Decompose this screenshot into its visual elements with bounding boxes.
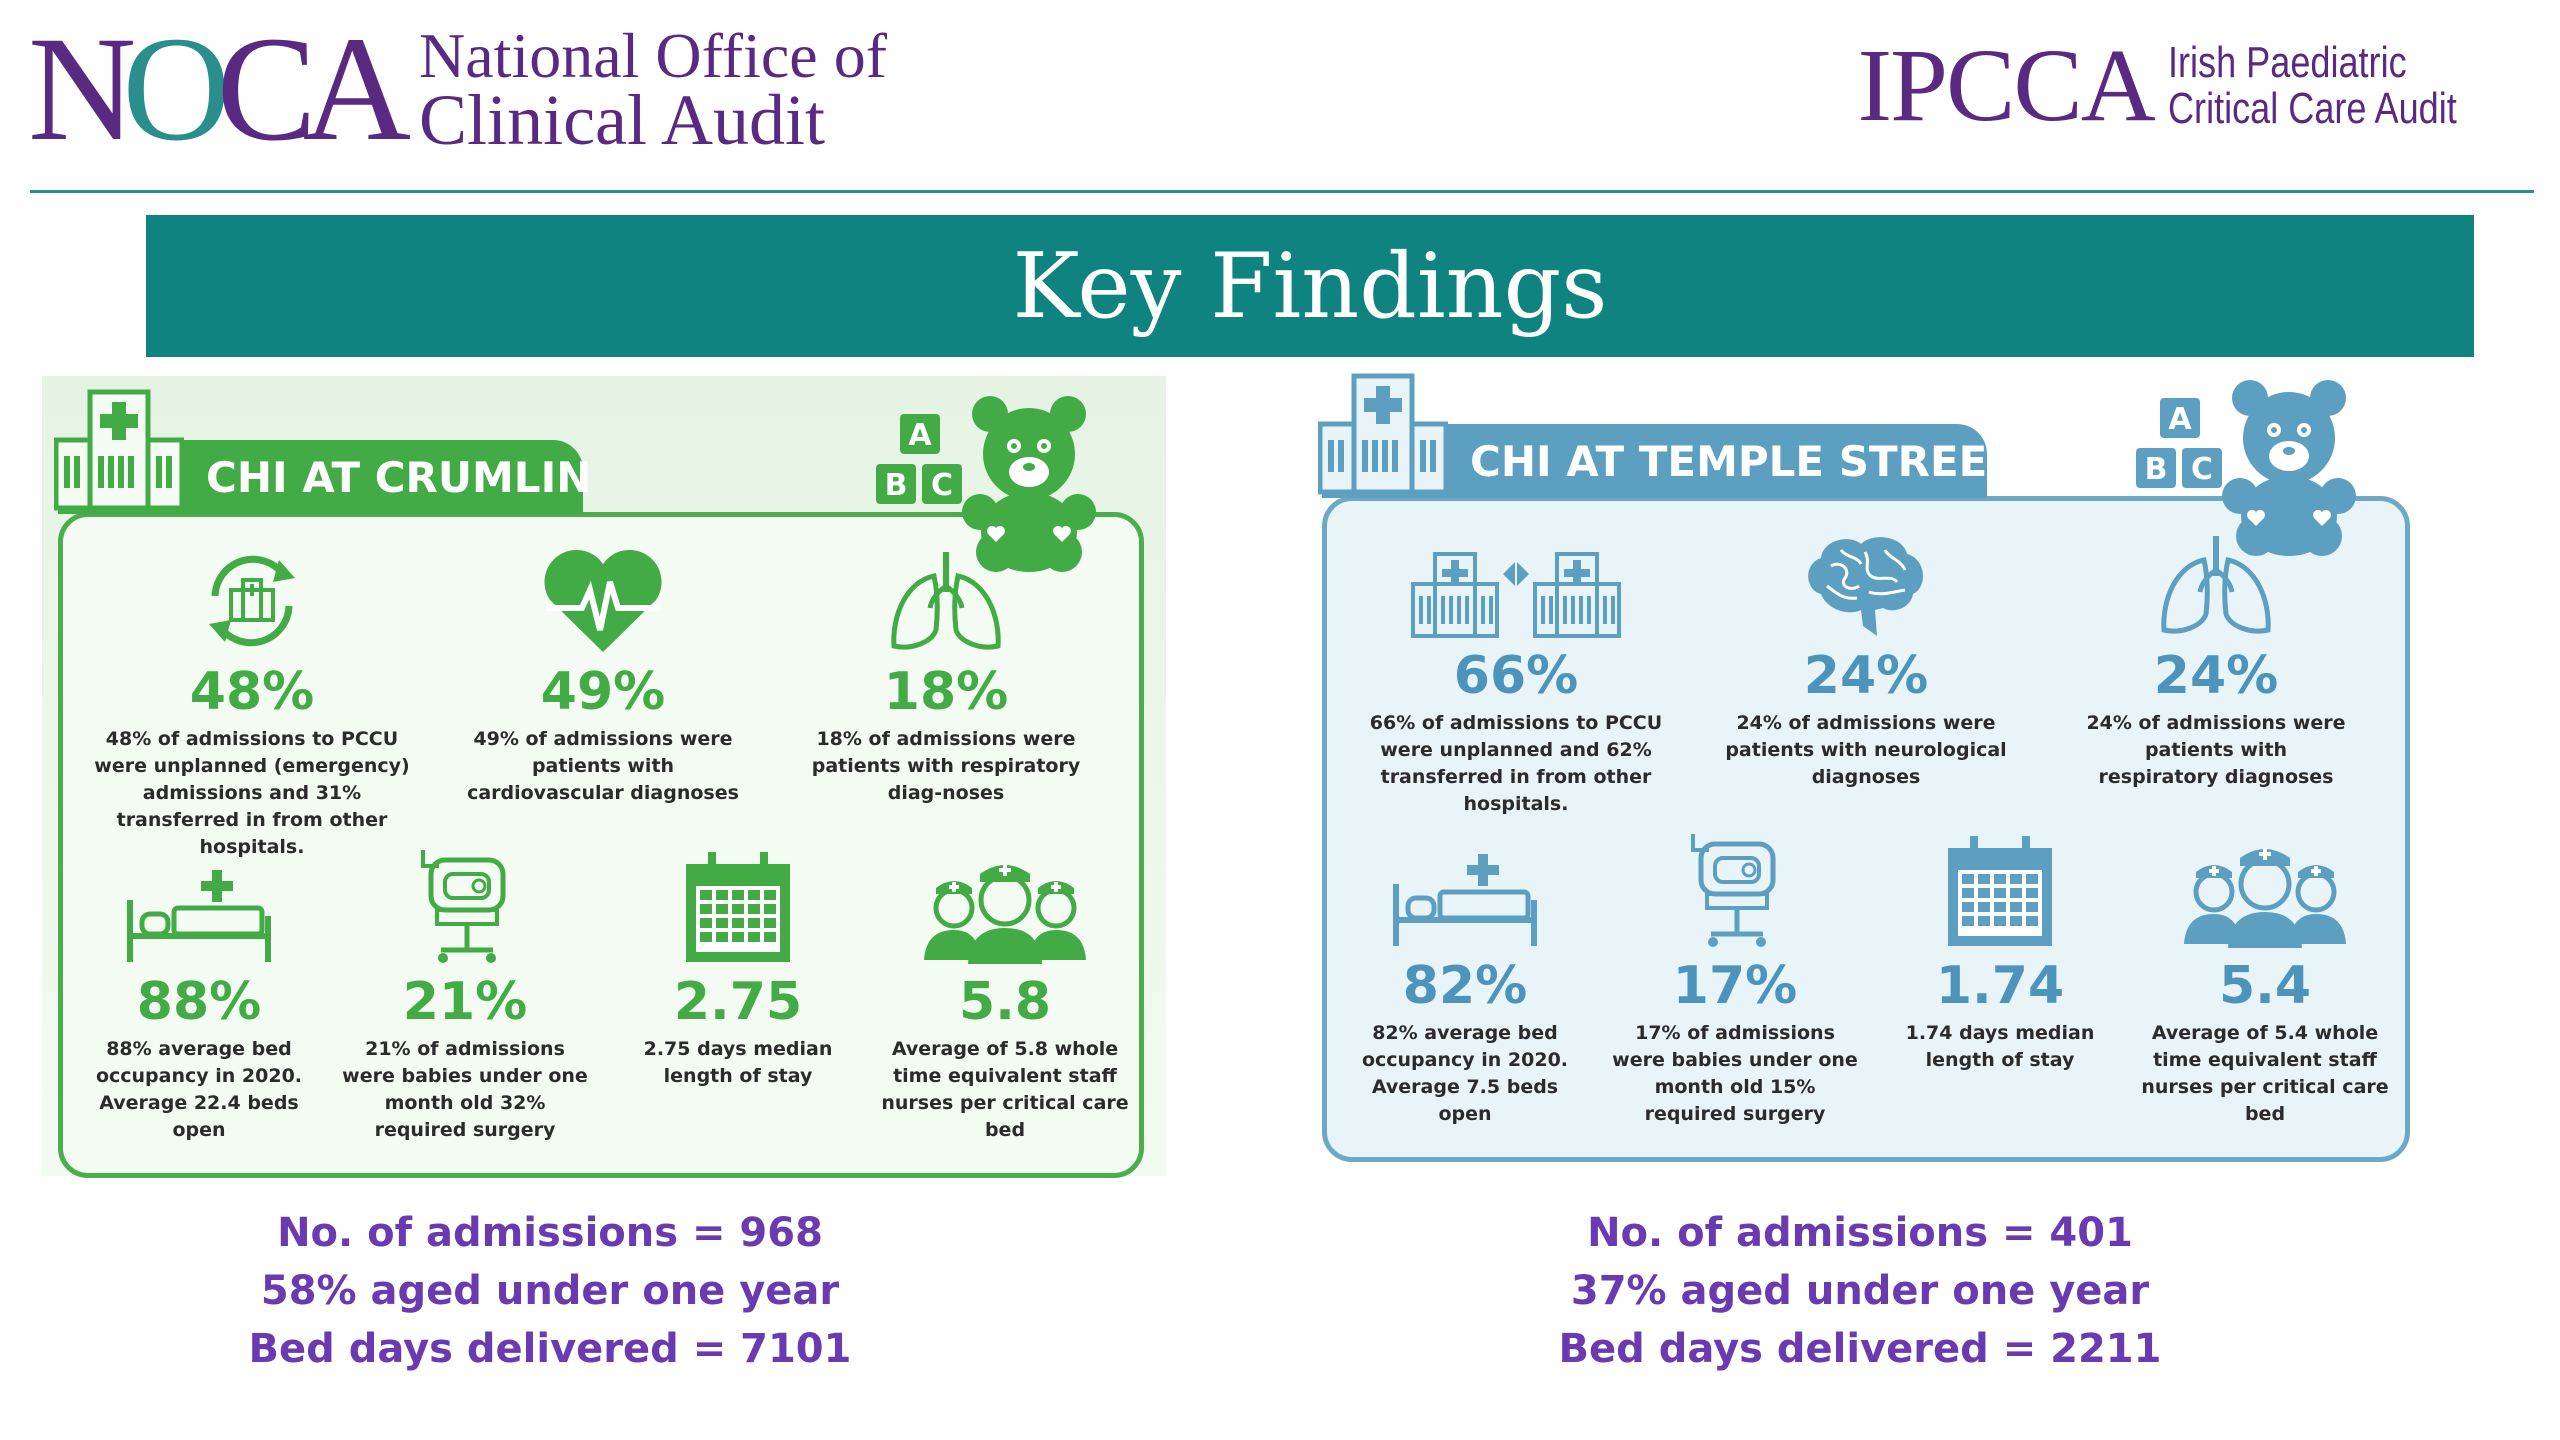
summary-admissions: No. of admissions = 401 <box>1587 1210 2133 1256</box>
noca-line-1: National Office of <box>419 20 887 91</box>
stat-value: 1.74 <box>1935 956 2065 1016</box>
crumlin-stat-babies: 21% 21% of admissions were babies under … <box>340 846 590 1144</box>
lungs-icon <box>886 546 1006 656</box>
svg-text:A: A <box>2168 402 2192 437</box>
stat-value: 88% <box>136 972 262 1032</box>
ipcca-logo-mark: IPCCA <box>1857 28 2156 143</box>
stat-value: 24% <box>1803 646 1929 706</box>
brain-icon <box>1801 530 1931 640</box>
incubator-icon <box>415 846 515 966</box>
nurses-icon <box>920 846 1090 966</box>
summary-bed-days: Bed days delivered = 2211 <box>1558 1326 2162 1372</box>
svg-text:B: B <box>885 468 908 503</box>
heart-icon <box>538 546 668 656</box>
stat-value: 21% <box>402 972 528 1032</box>
summary-bed-days: Bed days delivered = 7101 <box>248 1326 852 1372</box>
stat-description: 24% of admissions were patients with res… <box>2086 712 2346 788</box>
calendar-icon <box>1944 830 2056 950</box>
stat-description: 88% average bed occupancy in 2020. Avera… <box>95 1038 303 1141</box>
ipcca-logo-text: Irish Paediatric Critical Care Audit <box>2168 40 2520 132</box>
lungs-icon <box>2156 530 2276 640</box>
key-findings-banner: Key Findings <box>146 215 2474 357</box>
page-title: Key Findings <box>1012 233 1608 339</box>
temple-summary: No. of admissions = 401 37% aged under o… <box>1510 1204 2210 1378</box>
temple-stat-unplanned: 66% 66% of admissions to PCCU were unpla… <box>1366 530 1666 818</box>
temple-stat-respiratory: 24% 24% of admissions were patients with… <box>2086 530 2346 791</box>
noca-logo-text: National Office of Clinical Audit <box>419 20 887 160</box>
crumlin-stat-cardiovascular: 49% 49% of admissions were patients with… <box>458 546 748 807</box>
ipcca-logo: IPCCA Irish Paediatric Critical Care Aud… <box>1858 34 2520 138</box>
noca-line-2: Clinical Audit <box>419 80 826 160</box>
summary-admissions: No. of admissions = 968 <box>277 1210 823 1256</box>
stat-description: 18% of admissions were patients with res… <box>811 728 1081 804</box>
temple-tab-label: CHI AT TEMPLE STREET <box>1470 436 2016 486</box>
calendar-icon <box>682 846 794 966</box>
incubator-icon <box>1685 830 1785 950</box>
stat-description: 82% average bed occupancy in 2020. Avera… <box>1361 1022 1569 1125</box>
crumlin-summary: No. of admissions = 968 58% aged under o… <box>200 1204 900 1378</box>
stat-value: 5.4 <box>2218 956 2312 1016</box>
stat-value: 48% <box>189 662 315 722</box>
stat-value: 5.8 <box>958 972 1052 1032</box>
hospital-transfer-icon <box>197 546 307 656</box>
stat-description: 24% of admissions were patients with neu… <box>1725 712 2007 788</box>
temple-stat-nurses: 5.4 Average of 5.4 whole time equivalent… <box>2140 830 2390 1128</box>
crumlin-stat-respiratory: 18% 18% of admissions were patients with… <box>786 546 1106 807</box>
stat-value: 18% <box>883 662 1009 722</box>
stat-value: 66% <box>1453 646 1579 706</box>
stat-value: 82% <box>1402 956 1528 1016</box>
temple-stat-babies: 17% 17% of admissions were babies under … <box>1610 830 1860 1128</box>
stat-description: 17% of admissions were babies under one … <box>1612 1022 1858 1125</box>
crumlin-stat-length-of-stay: 2.75 2.75 days median length of stay <box>628 846 848 1090</box>
stat-value: 17% <box>1672 956 1798 1016</box>
stat-description: 48% of admissions to PCCU were unplanned… <box>94 728 410 858</box>
noca-logo-mark: N O CA <box>28 6 411 172</box>
hospital-transfer-icon <box>1409 530 1623 640</box>
nurses-icon <box>2180 830 2350 950</box>
stat-description: Average of 5.8 whole time equivalent sta… <box>881 1038 1129 1141</box>
ipcca-line-2: Critical Care Audit <box>2167 84 2457 133</box>
stat-description: 49% of admissions were patients with car… <box>467 728 739 804</box>
svg-text:A: A <box>908 418 932 453</box>
bed-icon <box>124 856 274 966</box>
bed-icon <box>1390 840 1540 950</box>
stat-description: 2.75 days median length of stay <box>643 1038 833 1087</box>
crumlin-stat-nurses: 5.8 Average of 5.8 whole time equivalent… <box>880 846 1130 1144</box>
summary-age: 37% aged under one year <box>1570 1268 2150 1314</box>
noca-logo: N O CA National Office of Clinical Audit <box>28 14 887 164</box>
crumlin-stat-bed-occupancy: 88% 88% average bed occupancy in 2020. A… <box>84 856 314 1144</box>
stat-description: 21% of admissions were babies under one … <box>342 1038 588 1141</box>
crumlin-tab-label: CHI AT CRUMLIN <box>206 452 592 502</box>
temple-stat-bed-occupancy: 82% 82% average bed occupancy in 2020. A… <box>1350 840 1580 1128</box>
crumlin-stat-unplanned: 48% 48% of admissions to PCCU were unpla… <box>92 546 412 861</box>
hospital-building-icon <box>1317 372 1449 501</box>
ipcca-line-1: Irish Paediatric <box>2167 38 2407 87</box>
stat-description: 1.74 days median length of stay <box>1905 1022 2095 1071</box>
stat-description: 66% of admissions to PCCU were unplanned… <box>1369 712 1663 815</box>
stat-value: 2.75 <box>673 972 803 1032</box>
temple-stat-neurological: 24% 24% of admissions were patients with… <box>1716 530 2016 791</box>
svg-text:C: C <box>931 468 953 503</box>
hospital-building-icon <box>53 388 185 517</box>
temple-stat-length-of-stay: 1.74 1.74 days median length of stay <box>1890 830 2110 1074</box>
stat-value: 24% <box>2153 646 2279 706</box>
stat-description: Average of 5.4 whole time equivalent sta… <box>2141 1022 2389 1125</box>
svg-text:C: C <box>2191 452 2213 487</box>
header-divider <box>30 190 2534 193</box>
summary-age: 58% aged under one year <box>260 1268 840 1314</box>
stat-value: 49% <box>540 662 666 722</box>
svg-text:B: B <box>2145 452 2168 487</box>
crumlin-tab: CHI AT CRUMLIN <box>58 440 591 514</box>
